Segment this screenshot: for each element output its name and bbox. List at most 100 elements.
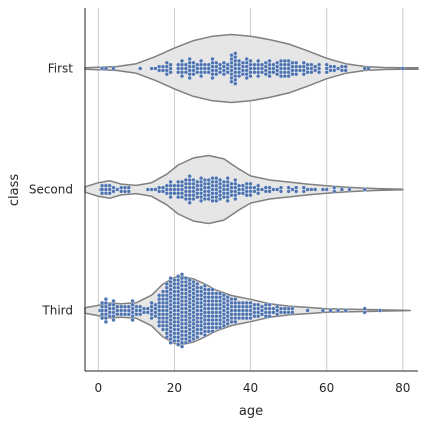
data-point xyxy=(202,62,207,67)
data-point xyxy=(210,191,215,196)
data-point xyxy=(111,185,116,190)
x-tick-labels: 0 20 40 60 80 xyxy=(94,381,410,395)
data-point xyxy=(172,281,177,286)
data-point xyxy=(282,62,287,67)
data-point xyxy=(202,66,207,71)
data-point xyxy=(301,60,306,65)
data-point xyxy=(324,187,329,192)
data-point xyxy=(111,317,116,323)
data-point xyxy=(195,289,200,294)
data-point xyxy=(343,308,348,313)
data-point xyxy=(259,308,265,313)
data-point xyxy=(130,310,135,315)
data-point xyxy=(187,293,192,298)
data-point xyxy=(362,187,367,192)
data-point xyxy=(233,55,238,60)
data-point xyxy=(237,62,242,67)
data-point xyxy=(221,308,226,313)
data-point xyxy=(263,185,268,190)
data-point xyxy=(183,283,188,288)
data-point xyxy=(191,336,196,342)
violins xyxy=(84,33,419,346)
data-point xyxy=(244,300,249,305)
data-point xyxy=(168,325,173,330)
data-point xyxy=(179,310,185,315)
data-point xyxy=(286,310,291,315)
data-point xyxy=(179,291,185,296)
data-point xyxy=(336,308,341,313)
data-point xyxy=(202,196,207,202)
data-point xyxy=(100,187,105,192)
y-axis-title: class xyxy=(7,174,22,206)
data-point xyxy=(286,189,291,194)
data-point xyxy=(183,329,188,334)
data-point xyxy=(248,185,253,190)
data-point xyxy=(214,176,219,181)
data-point xyxy=(290,64,295,69)
data-point xyxy=(290,60,295,65)
data-point xyxy=(202,283,207,288)
data-point xyxy=(195,297,200,302)
data-point xyxy=(328,64,333,69)
y-category-label: Third xyxy=(41,304,73,318)
data-point xyxy=(259,304,265,309)
data-point xyxy=(176,312,181,317)
data-point xyxy=(176,316,181,321)
data-point xyxy=(164,64,169,69)
data-point xyxy=(130,317,135,323)
data-point xyxy=(214,310,219,315)
data-point xyxy=(183,314,188,319)
data-point xyxy=(221,191,226,196)
data-point xyxy=(164,285,169,290)
data-point xyxy=(221,312,226,317)
data-point xyxy=(206,310,211,315)
data-point xyxy=(294,72,299,77)
data-point xyxy=(267,58,272,63)
data-point xyxy=(119,185,124,190)
data-point xyxy=(214,179,219,184)
data-point xyxy=(191,298,196,304)
x-tick-label: 80 xyxy=(395,381,410,395)
data-point xyxy=(168,314,173,319)
data-point xyxy=(210,295,215,300)
data-point xyxy=(179,295,185,300)
data-point xyxy=(210,291,215,296)
data-point xyxy=(225,195,230,200)
data-point xyxy=(206,177,211,183)
data-point xyxy=(229,193,234,198)
data-point xyxy=(256,187,261,192)
data-point xyxy=(229,185,234,190)
data-point xyxy=(218,306,223,311)
data-point xyxy=(210,306,215,311)
data-point xyxy=(195,312,200,317)
data-point xyxy=(282,58,287,63)
data-point xyxy=(221,297,226,302)
data-point xyxy=(237,66,242,71)
data-point xyxy=(168,302,173,307)
data-point xyxy=(301,72,306,77)
data-point xyxy=(187,75,192,81)
y-category-labels: First Second Third xyxy=(29,62,73,318)
data-point xyxy=(244,312,249,317)
data-point xyxy=(191,306,196,311)
data-point xyxy=(206,66,211,71)
data-point xyxy=(191,177,196,183)
data-point xyxy=(168,310,173,315)
data-point xyxy=(134,308,139,313)
data-point xyxy=(244,185,249,190)
data-point xyxy=(202,306,207,311)
data-point xyxy=(103,191,108,196)
swarm-points xyxy=(97,51,405,349)
data-point xyxy=(195,187,200,192)
data-point xyxy=(278,310,284,315)
data-point xyxy=(267,302,272,307)
data-point xyxy=(145,306,150,311)
data-point xyxy=(183,333,188,338)
data-point xyxy=(199,62,204,67)
data-point xyxy=(122,189,128,194)
data-point xyxy=(157,297,162,302)
data-point xyxy=(179,340,185,345)
data-point xyxy=(195,66,200,71)
data-point xyxy=(229,312,234,317)
data-point xyxy=(218,310,223,315)
